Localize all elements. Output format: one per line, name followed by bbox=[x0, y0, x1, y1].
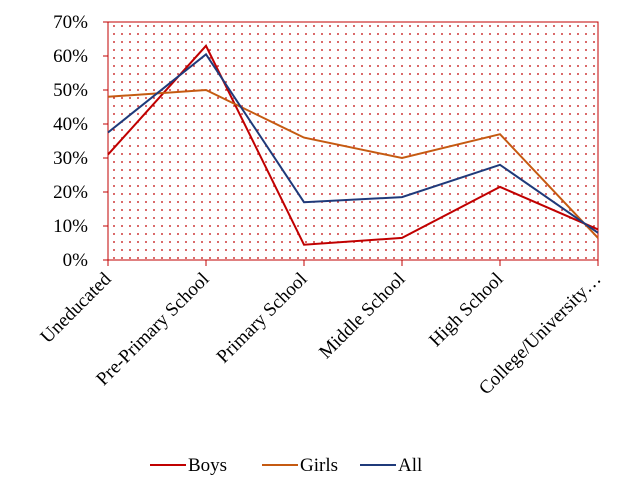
series-line bbox=[107, 88, 599, 239]
series-line bbox=[107, 52, 599, 234]
legend-label: All bbox=[398, 455, 422, 476]
y-tick-label: 50% bbox=[53, 80, 88, 101]
legend-label: Boys bbox=[188, 455, 227, 476]
y-tick-label: 0% bbox=[63, 250, 89, 271]
plot-area bbox=[107, 21, 599, 261]
x-tick-label: Primary School bbox=[213, 269, 312, 368]
y-tick-label: 60% bbox=[53, 46, 88, 67]
series-line bbox=[107, 44, 599, 246]
y-tick-label: 40% bbox=[53, 114, 88, 135]
y-tick-label: 30% bbox=[53, 148, 88, 169]
legend-label: Girls bbox=[300, 455, 338, 476]
x-tick-label: Uneducated bbox=[37, 268, 116, 347]
y-tick-label: 70% bbox=[53, 12, 88, 33]
x-tick-label: Middle School bbox=[315, 269, 409, 363]
y-tick-label: 20% bbox=[53, 182, 88, 203]
x-tick-label: High School bbox=[425, 269, 507, 351]
y-tick-label: 10% bbox=[53, 216, 88, 237]
